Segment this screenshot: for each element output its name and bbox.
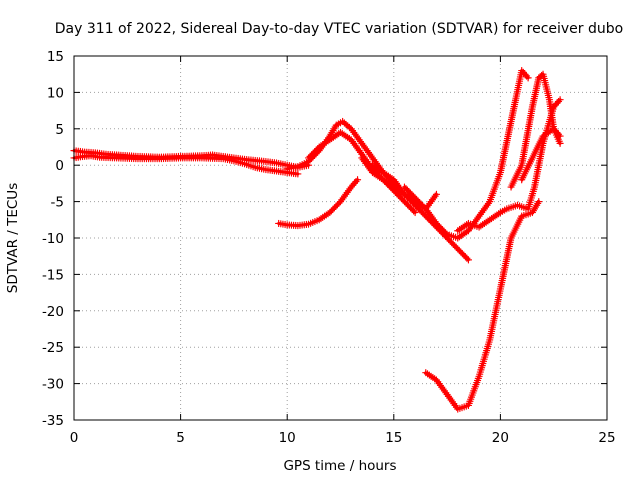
- y-tick-label: -10: [42, 231, 64, 247]
- y-tick-label: -20: [42, 304, 64, 320]
- x-tick-label: 15: [385, 430, 402, 446]
- x-tick-labels: 0 5 10 15 20 25: [70, 430, 616, 446]
- y-tick-label: 10: [47, 85, 64, 101]
- y-tick-label: -5: [51, 195, 64, 211]
- y-tick-label: -25: [42, 340, 64, 356]
- x-tick-label: 5: [176, 430, 185, 446]
- x-axis-label: GPS time / hours: [283, 458, 396, 474]
- y-tick-labels: 15 10 5 0 -5 -10 -15 -20 -25 -30 -35: [42, 49, 64, 429]
- y-tick-label: 5: [55, 122, 64, 138]
- series-arc-rise-1: [400, 66, 532, 242]
- y-tick-label: -15: [42, 267, 64, 283]
- chart-title: Day 311 of 2022, Sidereal Day-to-day VTE…: [55, 21, 623, 37]
- x-tick-label: 10: [279, 430, 296, 446]
- plus-markers: [400, 66, 532, 242]
- plus-markers: [275, 176, 362, 230]
- data-series: [70, 66, 564, 413]
- series-arc-late-1: [507, 70, 564, 191]
- y-tick-label: -30: [42, 377, 64, 393]
- plus-markers: [518, 125, 564, 184]
- x-tick-label: 0: [70, 430, 79, 446]
- axis-ticks: [73, 55, 608, 421]
- plus-markers: [422, 198, 543, 413]
- y-tick-label: 0: [55, 158, 64, 174]
- y-tick-label: 15: [47, 49, 64, 65]
- series-arc-low: [275, 176, 362, 230]
- plus-markers: [507, 70, 564, 191]
- y-tick-label: -35: [42, 413, 64, 429]
- series-arc-deep: [422, 198, 543, 413]
- series-arc-late-2: [518, 125, 564, 184]
- y-axis-label: SDTVAR / TECUs: [5, 183, 21, 293]
- grid: [74, 56, 607, 420]
- plot-frame: [73, 55, 608, 421]
- x-tick-label: 20: [492, 430, 509, 446]
- x-tick-label: 25: [598, 430, 615, 446]
